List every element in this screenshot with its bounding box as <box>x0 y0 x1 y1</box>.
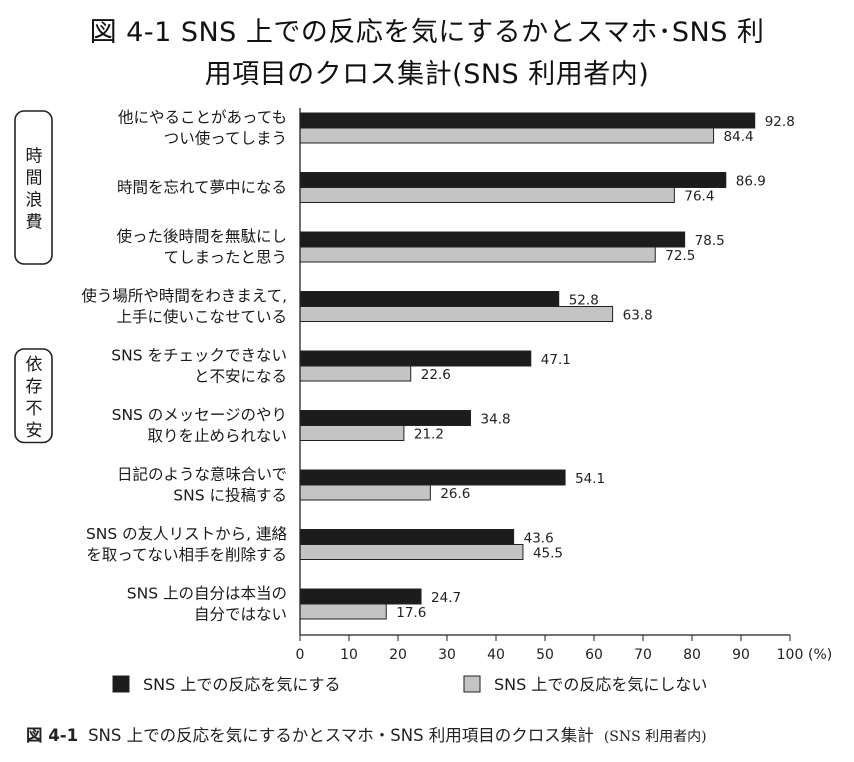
data-label: 78.5 <box>695 233 725 249</box>
x-tick-label: 100 <box>777 647 804 663</box>
category-label: SNS のメッセージのやり <box>112 406 287 424</box>
category-label: 時間を忘れて夢中になる <box>117 179 287 197</box>
data-label: 84.4 <box>724 129 754 145</box>
group-label-char: 存 <box>26 377 43 397</box>
category-label: てしまったと思う <box>164 249 287 267</box>
data-label: 34.8 <box>481 412 511 428</box>
x-tick-label: 40 <box>487 647 505 663</box>
data-label: 92.8 <box>765 114 795 130</box>
data-label: 17.6 <box>396 605 426 621</box>
caption-sub: (SNS 利用者内) <box>603 729 707 745</box>
category-label: と不安になる <box>194 368 287 386</box>
data-label: 76.4 <box>684 189 714 205</box>
x-tick-label: 70 <box>634 647 652 663</box>
data-label: 47.1 <box>541 352 571 368</box>
group-label-char: 時 <box>26 147 43 167</box>
bar-care-4 <box>299 350 532 367</box>
data-label: 43.6 <box>524 531 554 547</box>
caption-number: 図 4-1 <box>26 726 79 745</box>
bar-nocare-6 <box>299 484 431 501</box>
x-tick-label: 90 <box>732 647 750 663</box>
category-label: を取ってない相手を削除する <box>86 546 287 564</box>
category-label: 上手に使いこなせている <box>116 308 287 326</box>
category-label: 取りを止められない <box>147 427 287 445</box>
data-label: 26.6 <box>440 486 470 502</box>
bar-nocare-1 <box>299 187 675 203</box>
x-tick-label: 80 <box>683 647 701 663</box>
category-label: SNS 上の自分は本当の <box>127 585 287 603</box>
data-label: 86.9 <box>736 174 766 190</box>
category-label: 自分ではない <box>194 606 287 624</box>
data-label: 54.1 <box>575 471 605 487</box>
data-label: 21.2 <box>414 427 444 443</box>
group-bracket-0 <box>14 110 53 265</box>
category-label: SNS をチェックできない <box>111 347 287 365</box>
data-label: 24.7 <box>431 590 461 606</box>
x-tick-label: 10 <box>340 647 358 663</box>
x-unit-label: (%) <box>808 647 832 663</box>
bar-care-8 <box>299 588 422 605</box>
category-label: 日記のような意味合いで <box>117 465 287 484</box>
bar-care-1 <box>299 172 727 188</box>
group-label-char: 間 <box>26 169 43 189</box>
group-label-char: 安 <box>26 421 43 441</box>
group-label-char: 浪 <box>26 191 43 211</box>
data-label: 22.6 <box>421 367 451 383</box>
bar-care-2 <box>299 231 686 248</box>
bar-nocare-2 <box>299 246 656 263</box>
data-label: 45.5 <box>533 546 563 562</box>
bar-care-0 <box>299 112 756 129</box>
x-tick-label: 30 <box>438 647 456 663</box>
bar-nocare-8 <box>299 603 387 620</box>
legend-label-nocare: SNS 上での反応を気にしない <box>494 675 707 694</box>
chart-title-line-1: 図 4-1 SNS 上での反応を気にするかとスマホ･SNS 利 <box>89 17 765 48</box>
caption-text: SNS 上での反応を気にするかとスマホ・SNS 利用項目のクロス集計 <box>88 726 594 745</box>
bar-care-5 <box>299 410 472 426</box>
category-label: 使う場所や時間をわきまえて, <box>81 287 287 305</box>
data-label: 72.5 <box>665 248 695 264</box>
legend-swatch-nocare <box>463 675 481 693</box>
bar-care-7 <box>299 529 515 545</box>
legend-label-care: SNS 上での反応を気にする <box>143 675 341 694</box>
bar-care-6 <box>299 469 566 486</box>
legend-swatch-care <box>112 675 130 693</box>
group-label-char: 費 <box>26 213 43 233</box>
bar-nocare-4 <box>299 365 412 382</box>
category-label: 使った後時間を無駄にし <box>116 228 287 246</box>
category-label: 他にやることがあっても <box>118 109 287 127</box>
category-label: SNS に投稿する <box>173 487 287 505</box>
group-label-char: 依 <box>26 355 43 375</box>
bar-nocare-5 <box>299 425 405 441</box>
x-tick-label: 60 <box>585 647 603 663</box>
x-tick-label: 50 <box>536 647 554 663</box>
data-label: 63.8 <box>623 308 653 324</box>
data-label: 52.8 <box>569 293 599 309</box>
x-tick-label: 0 <box>296 647 305 663</box>
bar-care-3 <box>299 291 560 307</box>
group-bracket-1 <box>14 348 53 444</box>
bar-nocare-3 <box>299 306 614 322</box>
x-tick-label: 20 <box>389 647 407 663</box>
figure-caption: 図 4-1 SNS 上での反応を気にするかとスマホ・SNS 利用項目のクロス集計 (… <box>26 722 707 746</box>
group-label-char: 不 <box>26 399 43 419</box>
bar-nocare-0 <box>299 127 715 144</box>
bar-nocare-7 <box>299 544 524 560</box>
category-label: つい使ってしまう <box>164 130 287 148</box>
chart-title-line-2: 用項目のクロス集計(SNS 利用者内) <box>204 59 650 90</box>
category-label: SNS の友人リストから, 連絡 <box>86 525 288 543</box>
